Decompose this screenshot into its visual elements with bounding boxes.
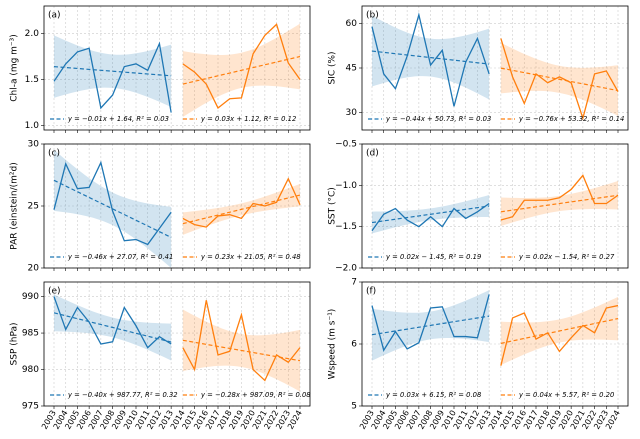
y-tick-label: 20	[28, 264, 40, 274]
y-tick-label: 7	[351, 278, 357, 288]
data-line	[500, 304, 619, 366]
panel: 2003200420052006200720082009201020112012…	[10, 281, 311, 431]
y-tick-label: −1.5	[335, 222, 357, 232]
y-tick-label: 980	[22, 365, 39, 375]
y-tick-label: 990	[22, 292, 39, 302]
legend-label: y = −0.76x + 53.32, R² = 0.14	[518, 115, 624, 123]
data-line	[53, 296, 172, 349]
y-tick-label: 985	[22, 329, 39, 339]
trend-line	[182, 194, 301, 225]
panel: 2003200420052006200720082009201020112012…	[328, 278, 629, 431]
legend-label: y = −0.44x + 50.73, R² = 0.03	[385, 115, 491, 123]
legend-label: y = 0.04x + 5.57, R² = 0.20	[518, 391, 614, 399]
trend-line	[371, 50, 490, 65]
data-line	[182, 23, 301, 109]
data-line	[371, 12, 490, 107]
y-axis-label: SST (°C)	[328, 187, 338, 225]
y-axis-label: Wspeed (m s⁻¹)	[328, 309, 338, 380]
plot-frame	[361, 281, 629, 407]
legend-label: y = −0.28x + 987.09, R² = 0.08	[200, 391, 311, 399]
legend-label: y = 0.02x − 1.54, R² = 0.27	[518, 253, 615, 261]
y-tick-label: 1.0	[25, 121, 40, 131]
panel-label: (a)	[48, 11, 61, 21]
data-line	[53, 41, 172, 113]
plot-frame	[361, 143, 629, 269]
panel-label: (e)	[48, 287, 61, 297]
plot-frame	[43, 143, 311, 269]
plot-frame	[43, 5, 311, 131]
data-line	[500, 174, 619, 221]
data-line	[53, 160, 172, 246]
y-axis-label: SIC (%)	[328, 51, 338, 84]
y-tick-label: 25	[28, 202, 39, 212]
legend-label: y = −0.46x + 27.07, R² = 0.41	[67, 253, 173, 261]
y-tick-label: 5	[351, 402, 357, 412]
legend-label: y = 0.23x + 21.05, R² = 0.48	[200, 253, 301, 261]
y-tick-label: 975	[22, 402, 39, 412]
data-line	[500, 38, 619, 121]
panel: 1.0 1.5 2.0 Chl-a (mg m⁻³) y = −0.01x + 1.64…	[10, 5, 311, 133]
y-axis-label: PAR (einstein/(m²d)	[10, 162, 20, 249]
trend-line	[500, 317, 619, 344]
y-tick-label: 2.0	[25, 29, 40, 39]
panel-label: (f)	[366, 287, 376, 297]
data-line	[371, 202, 490, 232]
legend-label: y = −0.40x + 987.77, R² = 0.32	[67, 391, 178, 399]
trend-line	[500, 67, 619, 92]
y-tick-label: 6	[351, 340, 357, 350]
panel-label: (d)	[366, 149, 379, 159]
y-tick-label: −0.5	[335, 140, 357, 150]
y-axis-label: SSP (hPa)	[10, 323, 20, 366]
panel-label: (b)	[366, 11, 379, 21]
plot-frame	[361, 5, 629, 131]
panel-label: (c)	[48, 149, 60, 159]
trend-line	[371, 205, 490, 224]
y-tick-label: 60	[346, 19, 358, 29]
trend-line	[53, 66, 172, 77]
legend-label: y = 0.02x − 1.45, R² = 0.19	[385, 253, 481, 261]
data-line	[371, 294, 490, 352]
y-tick-label: 1.5	[25, 75, 39, 85]
legend-label: y = 0.03x + 1.12, R² = 0.12	[200, 115, 296, 123]
trend-line	[53, 312, 172, 343]
plot-frame	[43, 281, 311, 407]
y-tick-label: 30	[28, 140, 40, 150]
y-axis-label: Chl-a (mg m⁻³)	[10, 34, 20, 102]
trend-line	[500, 194, 619, 213]
panel: 20 25 30 PAR (einstein/(m²d) y = −0.46x + 27…	[10, 140, 311, 274]
y-tick-label: 30	[346, 108, 358, 118]
legend-label: y = −0.01x + 1.64, R² = 0.03	[67, 115, 169, 123]
legend-label: y = 0.03x + 6.15, R² = 0.08	[385, 391, 482, 399]
data-line	[182, 177, 301, 228]
y-tick-label: −1.0	[335, 181, 357, 191]
y-tick-label: −2.0	[335, 264, 357, 274]
panel: −2.0 −1.5 −1.0 −0.5 SST (°C) y = 0.02x − 1.45…	[328, 140, 629, 274]
data-line	[182, 300, 301, 382]
trend-line	[371, 315, 490, 336]
panel: 30 45 60 SIC (%) y = −0.44x + 50.73, R² = 0.…	[328, 5, 629, 133]
y-tick-label: 45	[346, 64, 357, 74]
